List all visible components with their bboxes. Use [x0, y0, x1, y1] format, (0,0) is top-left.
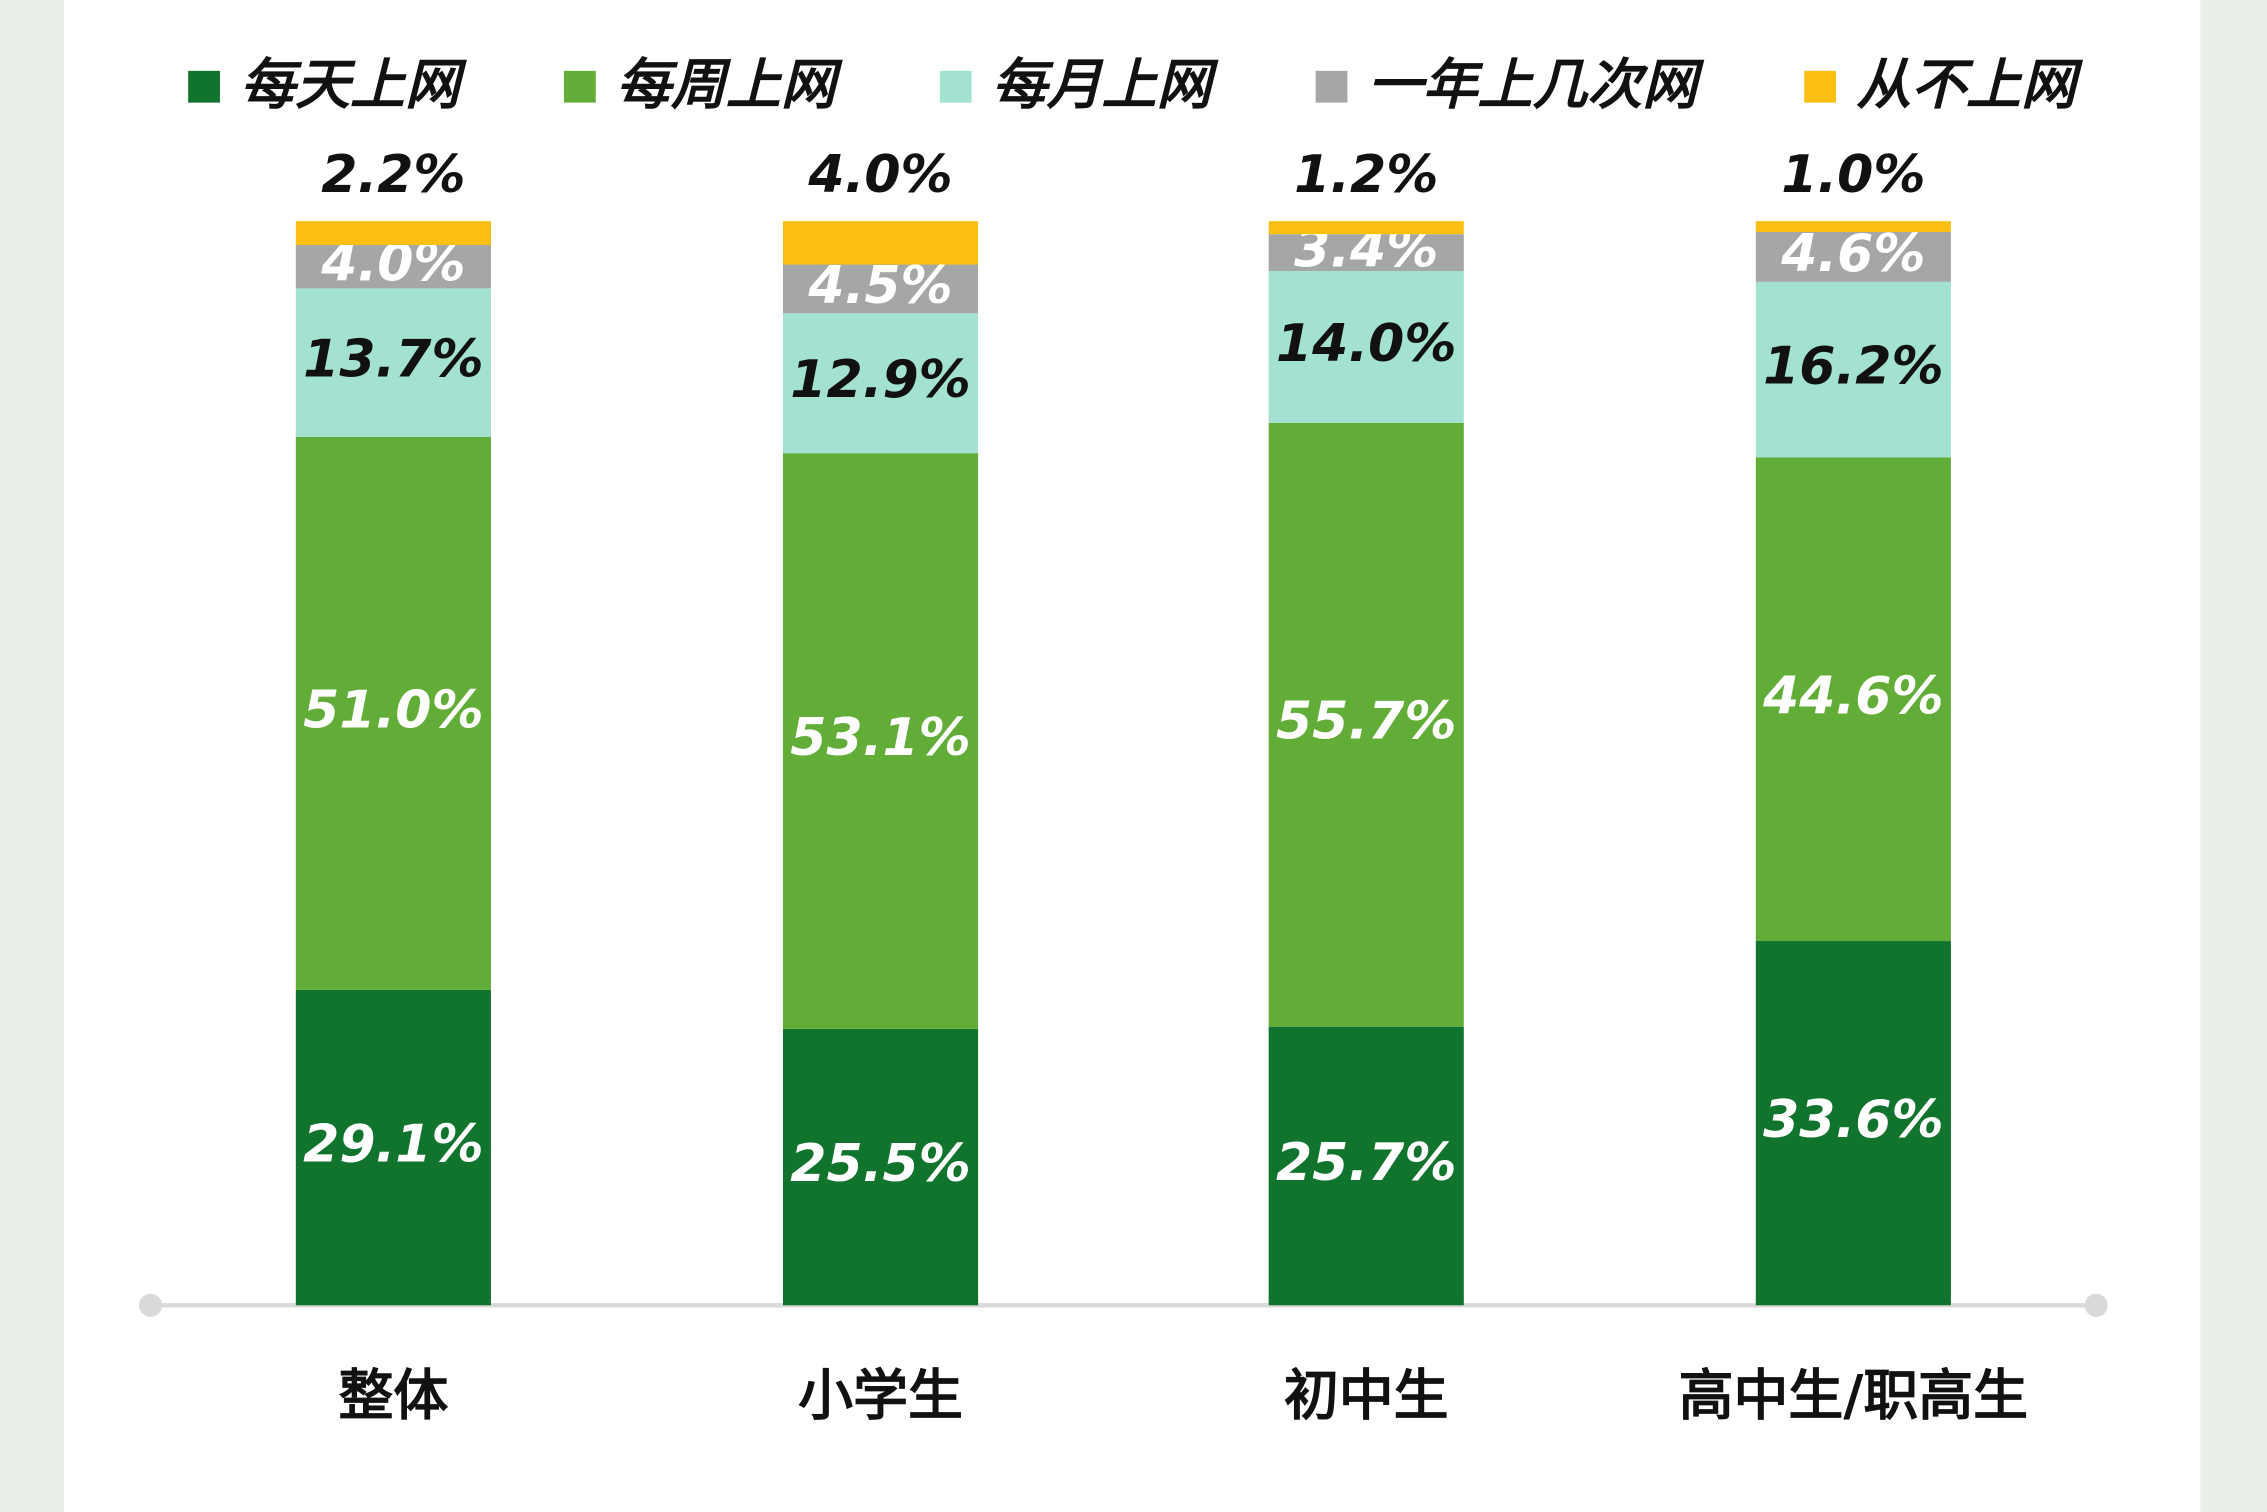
bar-segment [1268, 271, 1464, 423]
data-label: 16.2% [1763, 337, 1943, 397]
legend-label: 每周上网 [616, 52, 844, 116]
bar-segment [295, 245, 491, 289]
bar-segment [1268, 234, 1464, 272]
data-label: 4.0% [807, 145, 952, 205]
data-label: 51.0% [303, 680, 483, 740]
data-label: 12.9% [790, 350, 970, 410]
baseline-dot [2084, 1293, 2108, 1317]
x-tick-label: 高中生/职高生 [1679, 1363, 2029, 1427]
bar-segment [1755, 457, 1951, 942]
bar-segment [1755, 281, 1951, 458]
data-label: 4.6% [1780, 224, 1925, 284]
data-label: 13.7% [303, 330, 483, 390]
data-label: 55.7% [1276, 692, 1456, 752]
bar-segment [1755, 221, 1951, 233]
bar-segment [295, 288, 491, 437]
legend-swatch [939, 70, 972, 103]
x-tick-label: 初中生 [1284, 1363, 1449, 1427]
bar-segment [295, 436, 491, 990]
bar-segment [1755, 941, 1951, 1306]
data-label: 29.1% [303, 1115, 483, 1175]
legend-swatch [1804, 70, 1837, 103]
bar-segment [1268, 422, 1464, 1027]
legend-swatch [1315, 70, 1348, 103]
data-label: 1.0% [1781, 145, 1925, 205]
bar-segment [1268, 1026, 1464, 1306]
bar-segment [295, 221, 491, 246]
x-tick-label: 整体 [338, 1363, 448, 1427]
legend-swatch [188, 70, 220, 103]
data-label: 14.0% [1276, 314, 1456, 374]
bar-segment [782, 264, 979, 314]
data-label: 33.6% [1763, 1090, 1943, 1150]
legend-label: 每月上网 [992, 52, 1220, 116]
bar-segment [782, 221, 979, 265]
data-label: 25.5% [790, 1134, 970, 1194]
data-label: 25.7% [1276, 1133, 1456, 1193]
bar-segment [782, 313, 979, 454]
x-tick-label: 小学生 [798, 1363, 963, 1427]
legend-label: 每天上网 [240, 52, 468, 116]
legend-swatch [563, 70, 596, 103]
data-label: 53.1% [790, 708, 970, 768]
bar-segment [1268, 221, 1464, 235]
bar-segment [782, 1028, 979, 1306]
data-label: 1.2% [1294, 145, 1438, 205]
legend-label: 从不上网 [1856, 52, 2084, 116]
baseline-dot [138, 1293, 163, 1317]
legend-label: 一年上几次网 [1368, 52, 1706, 116]
bar-segment [1755, 232, 1951, 282]
data-label: 44.6% [1762, 666, 1943, 726]
bar-segment [782, 453, 979, 1029]
bar-segment [295, 989, 491, 1306]
data-label: 2.2% [321, 145, 465, 205]
data-label: 4.5% [807, 256, 952, 316]
